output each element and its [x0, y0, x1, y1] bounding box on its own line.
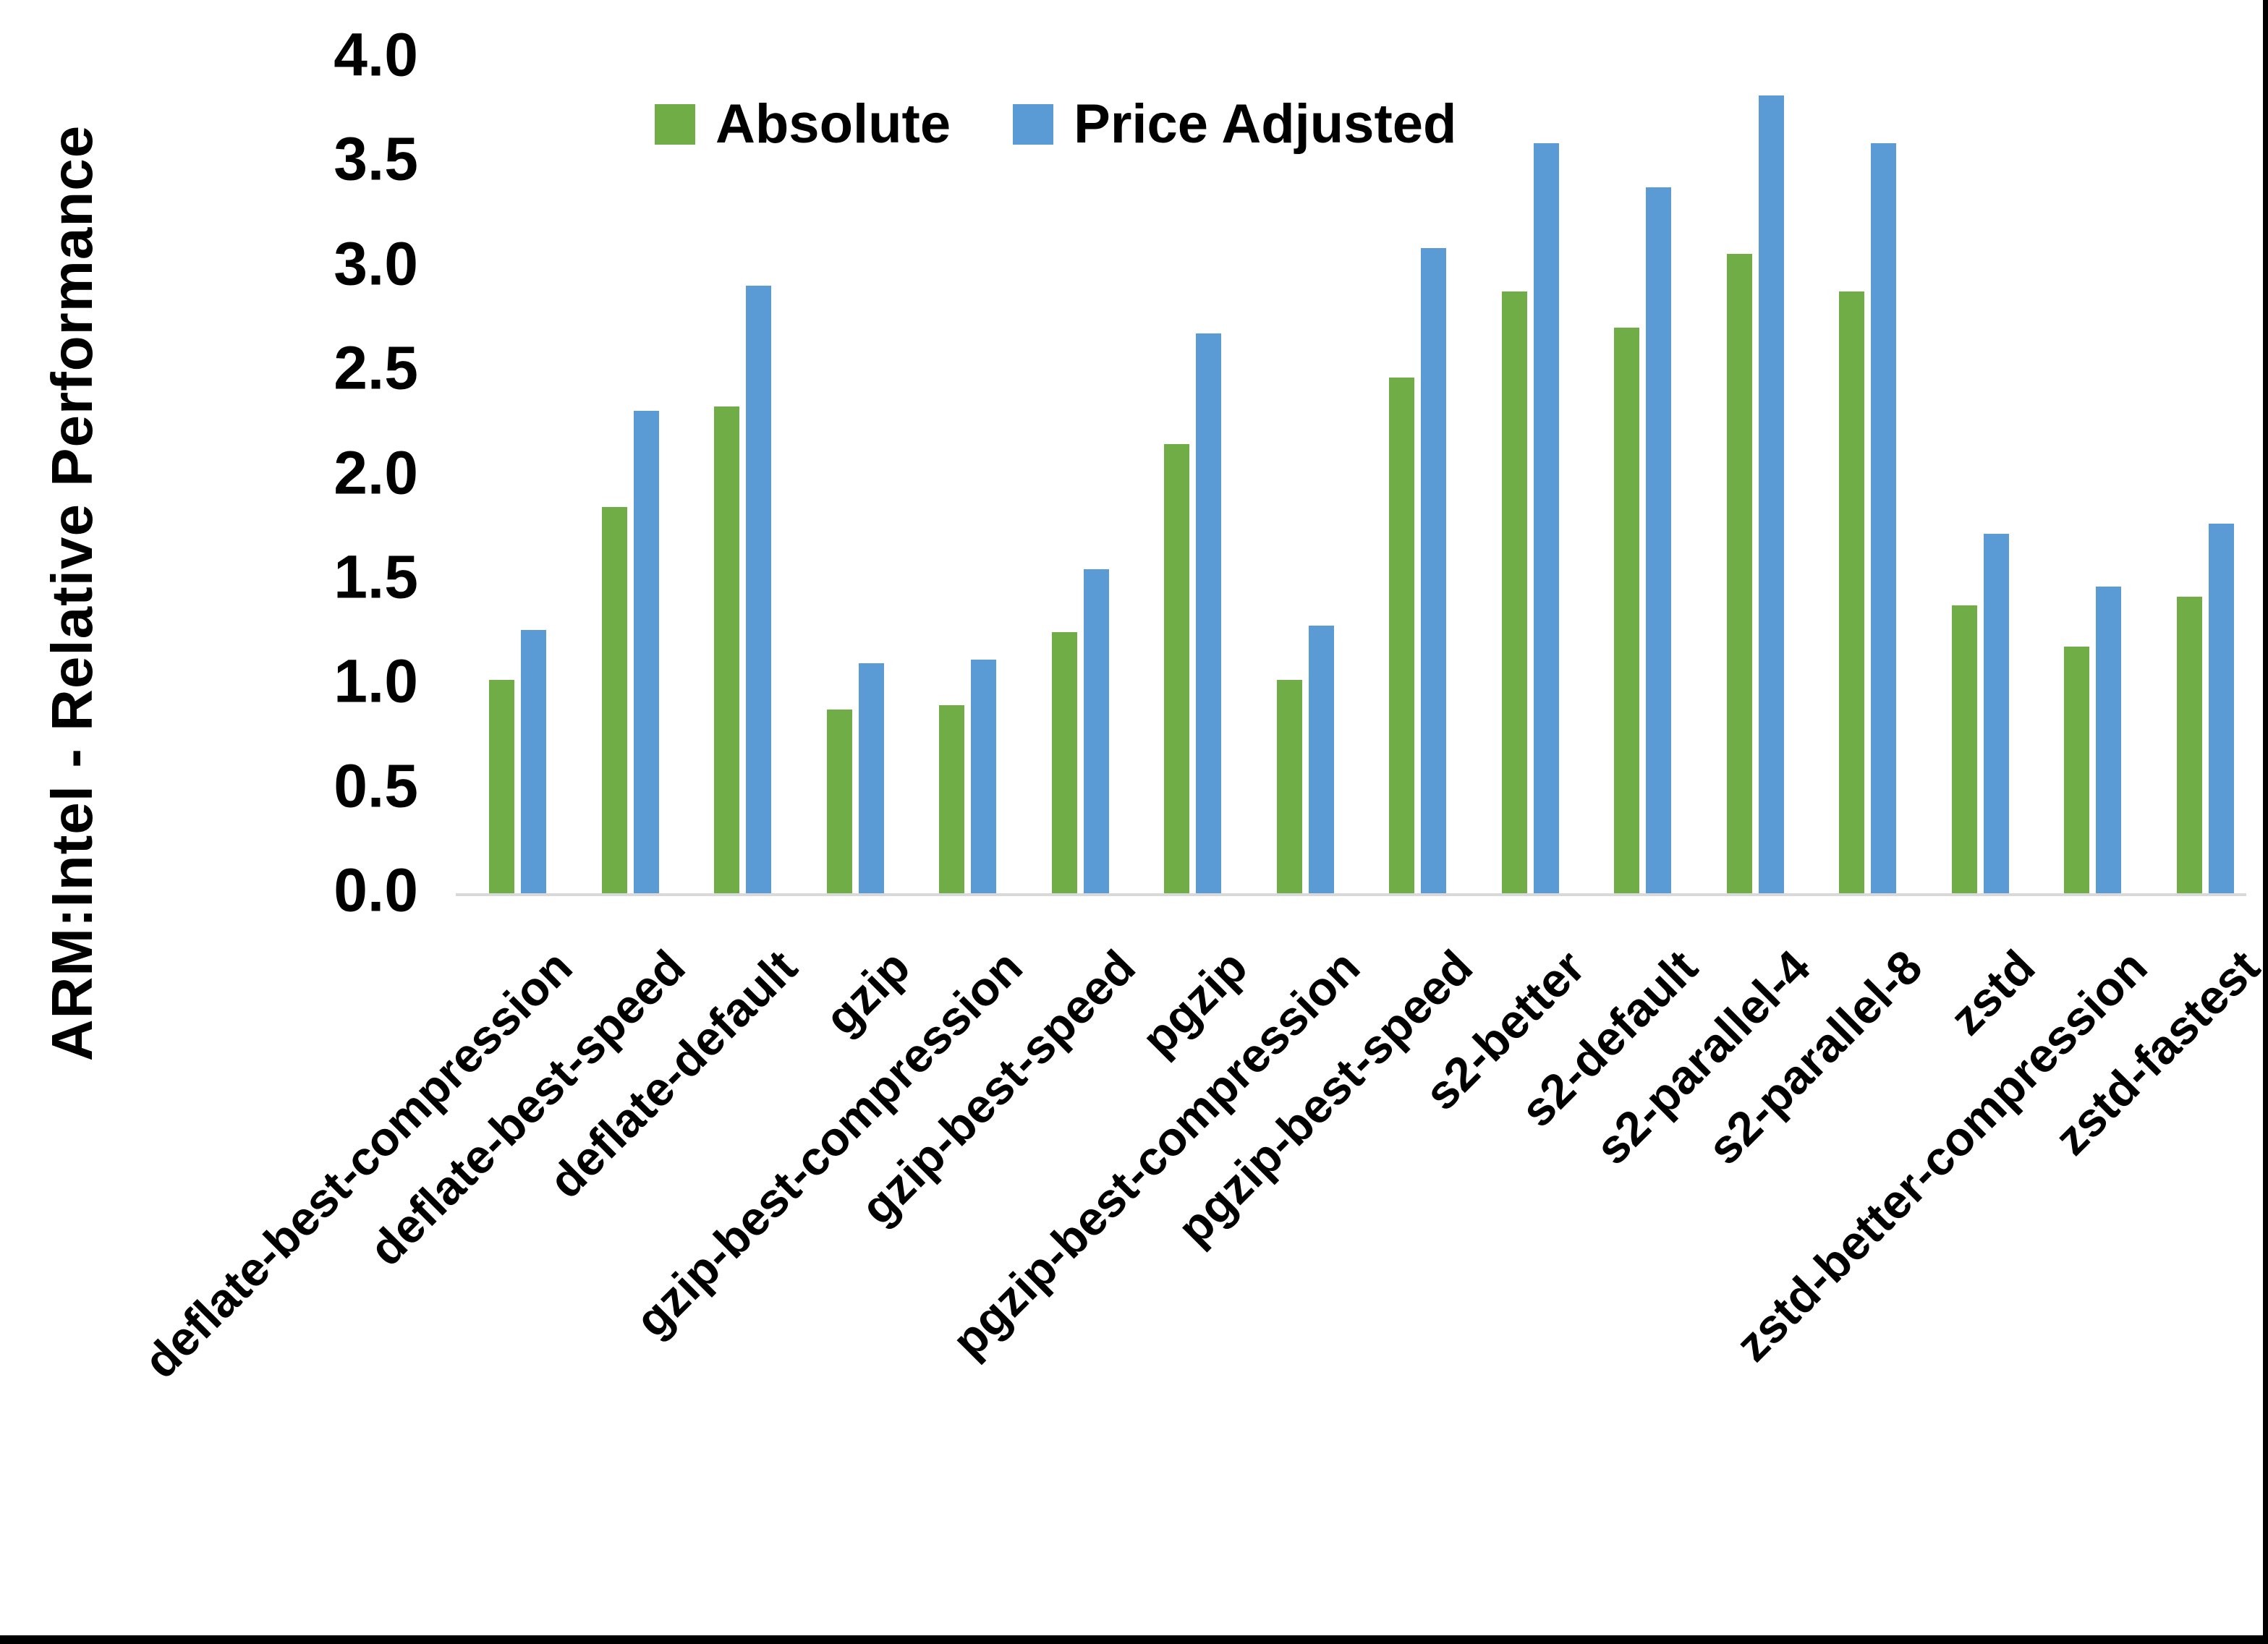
bar-s2-default-absolute [1614, 327, 1639, 893]
legend-item-absolute: Absolute [655, 93, 951, 156]
y-tick-label-1.5: 1.5 [334, 542, 418, 611]
x-cat-label-deflate-best-compression: deflate-best-compression [133, 940, 582, 1389]
bar-pgzip-best-speed-absolute [1389, 377, 1414, 893]
bar-gzip-best-speed-price-adjusted [1083, 569, 1109, 893]
bar-pgzip-price-adjusted [1196, 333, 1221, 893]
legend-swatch-price-adjusted-icon [1013, 103, 1054, 145]
bar-zstd-fastest-price-adjusted [2208, 523, 2234, 893]
bar-pgzip-absolute [1164, 444, 1189, 893]
screenshot-right-border [2263, 0, 2268, 1644]
bar-pgzip-best-compression-price-adjusted [1308, 626, 1334, 893]
x-cat-label-gzip: gzip [814, 940, 920, 1045]
bar-gzip-best-compression-price-adjusted [971, 659, 996, 893]
legend-item-price-adjusted: Price Adjusted [1013, 93, 1456, 156]
bar-zstd-price-adjusted [1983, 534, 2009, 893]
bar-deflate-best-speed-absolute [601, 506, 627, 893]
bar-pgzip-best-speed-price-adjusted [1421, 247, 1446, 893]
bar-s2-better-price-adjusted [1533, 143, 1559, 893]
y-tick-label-2.5: 2.5 [334, 333, 418, 402]
bar-s2-parallel-8-price-adjusted [1871, 143, 1896, 893]
bar-gzip-best-speed-absolute [1051, 632, 1077, 893]
bar-deflate-best-compression-absolute [489, 680, 514, 893]
y-tick-label-2.0: 2.0 [334, 438, 418, 507]
bar-pgzip-best-compression-absolute [1276, 680, 1302, 893]
y-tick-label-0.5: 0.5 [334, 751, 418, 820]
x-cat-label-zstd: zstd [1939, 940, 2045, 1045]
bar-deflate-default-price-adjusted [746, 285, 771, 893]
bar-deflate-default-absolute [714, 406, 739, 893]
screenshot-bottom-border [0, 1635, 2268, 1644]
bar-gzip-absolute [826, 709, 852, 893]
y-tick-label-3.5: 3.5 [334, 124, 418, 193]
bar-s2-parallel-4-price-adjusted [1758, 95, 1784, 893]
chart-legend: Absolute Price Adjusted [655, 93, 1456, 156]
legend-label-price-adjusted: Price Adjusted [1074, 93, 1457, 155]
bar-deflate-best-compression-price-adjusted [521, 630, 546, 893]
bar-gzip-price-adjusted [858, 663, 884, 893]
bar-zstd-better-compression-price-adjusted [2096, 586, 2121, 893]
bar-s2-default-price-adjusted [1646, 187, 1671, 893]
y-tick-label-1.0: 1.0 [334, 647, 418, 715]
bar-s2-better-absolute [1501, 291, 1527, 893]
legend-label-absolute: Absolute [715, 93, 951, 155]
bar-deflate-best-speed-price-adjusted [633, 411, 659, 893]
bar-zstd-fastest-absolute [2176, 596, 2202, 893]
bar-zstd-absolute [1951, 605, 1977, 893]
y-axis-title: ARM:Intel - Relative Performance [40, 124, 104, 1062]
bar-s2-parallel-8-absolute [1839, 291, 1864, 893]
y-tick-label-0.0: 0.0 [334, 856, 418, 924]
x-axis-line [456, 893, 2246, 896]
y-tick-label-4.0: 4.0 [334, 20, 418, 89]
bar-zstd-better-compression-absolute [2064, 647, 2089, 893]
legend-swatch-absolute-icon [655, 103, 695, 145]
bar-s2-parallel-4-absolute [1726, 254, 1752, 893]
bar-gzip-best-compression-absolute [939, 705, 964, 893]
y-tick-label-3.0: 3.0 [334, 229, 418, 298]
